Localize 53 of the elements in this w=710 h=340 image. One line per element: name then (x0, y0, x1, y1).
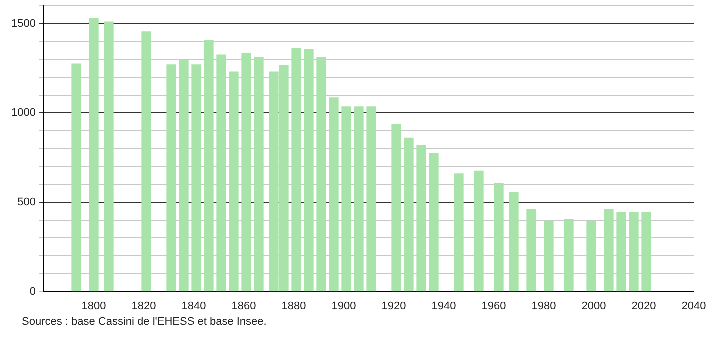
bar (204, 40, 214, 292)
bar (292, 48, 302, 292)
bar (404, 138, 414, 292)
bar (304, 49, 314, 292)
x-tick-label: 1820 (132, 300, 156, 312)
bar (254, 57, 264, 292)
y-tick-label: 500 (18, 196, 36, 209)
bar (509, 192, 519, 292)
bar (216, 54, 226, 292)
bar (142, 32, 152, 292)
x-tick-label: 1800 (82, 300, 106, 312)
bar (104, 22, 114, 292)
source-note: Sources : base Cassini de l'EHESS et base Insee. (21, 316, 268, 328)
bar (429, 153, 439, 292)
x-tick-label: 2000 (582, 300, 606, 312)
x-tick-label: 1900 (332, 300, 356, 312)
x-tick-label: 1880 (282, 300, 306, 312)
x-tick-label: 2040 (682, 300, 706, 312)
bar (329, 98, 339, 292)
bar (192, 64, 202, 292)
bar (366, 106, 376, 292)
y-tick-label: 1000 (12, 107, 36, 120)
bar (494, 183, 504, 292)
bar (616, 212, 626, 292)
bar (392, 124, 402, 292)
bar (179, 59, 189, 292)
x-tick-label: 1940 (432, 300, 456, 312)
x-tick-label: 1960 (482, 300, 506, 312)
bar (166, 64, 176, 292)
x-tick-label: 1920 (382, 300, 406, 312)
bar (586, 220, 596, 292)
y-tick-label: 1500 (12, 18, 36, 30)
bar (89, 18, 99, 292)
bar (454, 174, 464, 292)
bar (354, 106, 364, 292)
bar (642, 212, 652, 292)
bar (604, 209, 614, 292)
y-tick-label: 0 (30, 286, 36, 298)
bar (242, 53, 252, 292)
bar (416, 145, 426, 292)
x-tick-label: 2020 (632, 300, 656, 312)
bar (342, 106, 352, 292)
bar (474, 170, 484, 292)
x-tick-label: 1840 (182, 300, 206, 312)
x-tick-label: 1980 (532, 300, 556, 312)
bar (544, 220, 554, 292)
bar (229, 72, 239, 292)
bar (526, 209, 536, 292)
bar (564, 219, 574, 292)
x-tick-label: 1860 (232, 300, 256, 312)
bar (72, 64, 82, 292)
bar (316, 57, 326, 292)
bar (629, 212, 639, 292)
